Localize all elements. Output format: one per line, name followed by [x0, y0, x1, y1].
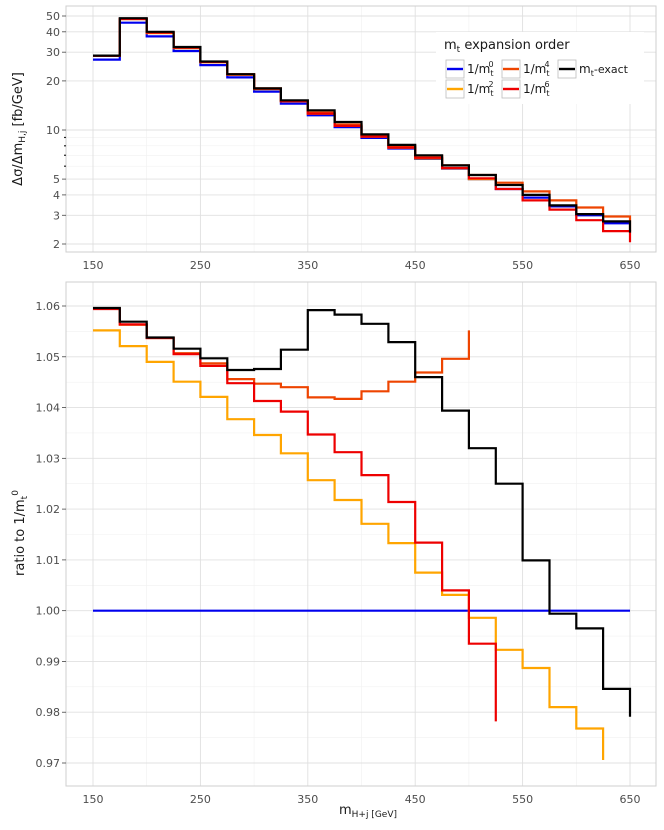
bottom-y-tick-label: 1.01	[36, 554, 61, 567]
bottom-series-1-m-t-6	[93, 307, 497, 722]
bottom-x-tick-label: 650	[620, 793, 641, 806]
legend-label: 1/mt2	[467, 80, 494, 98]
bottom-y-tick-label: 1.00	[36, 605, 61, 618]
bottom-x-tick-label: 250	[190, 793, 211, 806]
top-y-tick-label: 30	[46, 46, 60, 59]
bottom-gridlines	[66, 282, 656, 786]
top-x-tick-label: 250	[190, 259, 211, 272]
bottom-y-tick-label: 1.06	[36, 300, 61, 313]
top-series-group	[93, 17, 632, 243]
legend-title: mt expansion order	[444, 38, 570, 55]
legend-entries: 1/mt0 1/mt4 mt-exact 1/mt2 1/mt6	[445, 59, 629, 99]
top-y-tick-label: 2	[53, 238, 60, 251]
legend: mt expansion order 1/mt0 1/mt4 mt-exact1/m…	[436, 32, 644, 104]
legend-label: 1/mt6	[523, 80, 550, 98]
top-y-tick-label: 3	[53, 209, 60, 222]
bottom-x-tick-label: 550	[512, 793, 533, 806]
bottom-series-group	[93, 306, 632, 760]
top-x-tick-label: 450	[405, 259, 426, 272]
legend-entry-1-m-t-4: 1/mt4	[501, 59, 550, 79]
bottom-panel: 150 250 350 450 550 650 0.97 0.98 0.99 1.00 1.01 1.…	[11, 281, 657, 820]
top-y-tick-label: 40	[46, 26, 60, 39]
top-panel-border	[65, 5, 657, 253]
top-y-tick-label: 50	[46, 10, 60, 23]
top-y-tick-label: 4	[53, 189, 60, 202]
bottom-y-tick-label: 1.04	[36, 402, 61, 415]
legend-label: 1/mt4	[523, 60, 550, 78]
top-panel: 150 250 350 450 550 650 2 3 4 5 10 20 30 40 50 Δσ/ΔmH,…	[11, 5, 657, 272]
bottom-y-tick-label: 1.05	[36, 351, 61, 364]
bottom-y-tick-label: 0.98	[36, 706, 61, 719]
top-axis-ticks: 150 250 350 450 550 650 2 3 4 5 10 20 30 40 50	[46, 10, 641, 272]
top-y-axis-title: Δσ/ΔmH,j [fb/GeV]	[11, 72, 28, 186]
top-y-tick-label: 20	[46, 75, 60, 88]
legend-entry-m-t-exact: mt-exact	[557, 59, 629, 79]
bottom-x-tick-label: 350	[297, 793, 318, 806]
bottom-x-tick-label: 450	[405, 793, 426, 806]
bottom-y-tick-label: 1.02	[36, 503, 61, 516]
top-y-tick-label: 5	[53, 173, 60, 186]
bottom-x-axis-title: mH+j [GeV]	[339, 803, 397, 820]
bottom-y-tick-label: 0.97	[36, 757, 61, 770]
legend-entry-1-m-t-2: 1/mt2	[445, 79, 494, 99]
top-x-tick-label: 150	[83, 259, 104, 272]
top-x-tick-label: 350	[297, 259, 318, 272]
top-y-tick-label: 10	[46, 124, 60, 137]
top-x-tick-label: 650	[620, 259, 641, 272]
bottom-y-tick-label: 0.99	[36, 655, 61, 668]
top-series-m-t-exact	[93, 17, 632, 233]
bottom-series-1-m-t-2	[93, 329, 605, 760]
legend-label: 1/mt0	[467, 60, 494, 78]
bottom-series-m-t-exact	[93, 306, 632, 717]
bottom-y-tick-label: 1.03	[36, 452, 61, 465]
legend-background	[436, 32, 644, 104]
bottom-x-tick-label: 150	[83, 793, 104, 806]
legend-entry-1-m-t-0: 1/mt0	[445, 59, 494, 79]
bottom-axis-ticks: 150 250 350 450 550 650 0.97 0.98 0.99 1.00 1.01 1.…	[36, 300, 641, 806]
bottom-panel-border	[65, 281, 657, 787]
legend-label: mt-exact	[579, 62, 629, 78]
legend-entry-1-m-t-6: 1/mt6	[501, 79, 550, 99]
bottom-y-axis-title: ratio to 1/mt0	[11, 490, 30, 576]
top-x-tick-label: 550	[512, 259, 533, 272]
